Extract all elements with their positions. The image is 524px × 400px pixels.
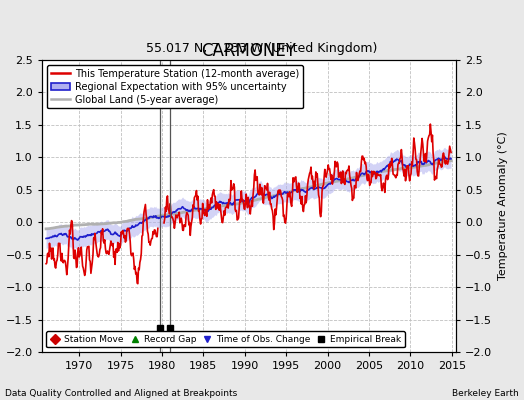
Text: 55.017 N, 7.233 W (United Kingdom): 55.017 N, 7.233 W (United Kingdom) <box>146 42 378 55</box>
Title: CARMONEY: CARMONEY <box>201 42 297 60</box>
Legend: Station Move, Record Gap, Time of Obs. Change, Empirical Break: Station Move, Record Gap, Time of Obs. C… <box>47 331 405 348</box>
Text: Berkeley Earth: Berkeley Earth <box>452 389 519 398</box>
Y-axis label: Temperature Anomaly (°C): Temperature Anomaly (°C) <box>498 132 508 280</box>
Text: Data Quality Controlled and Aligned at Breakpoints: Data Quality Controlled and Aligned at B… <box>5 389 237 398</box>
